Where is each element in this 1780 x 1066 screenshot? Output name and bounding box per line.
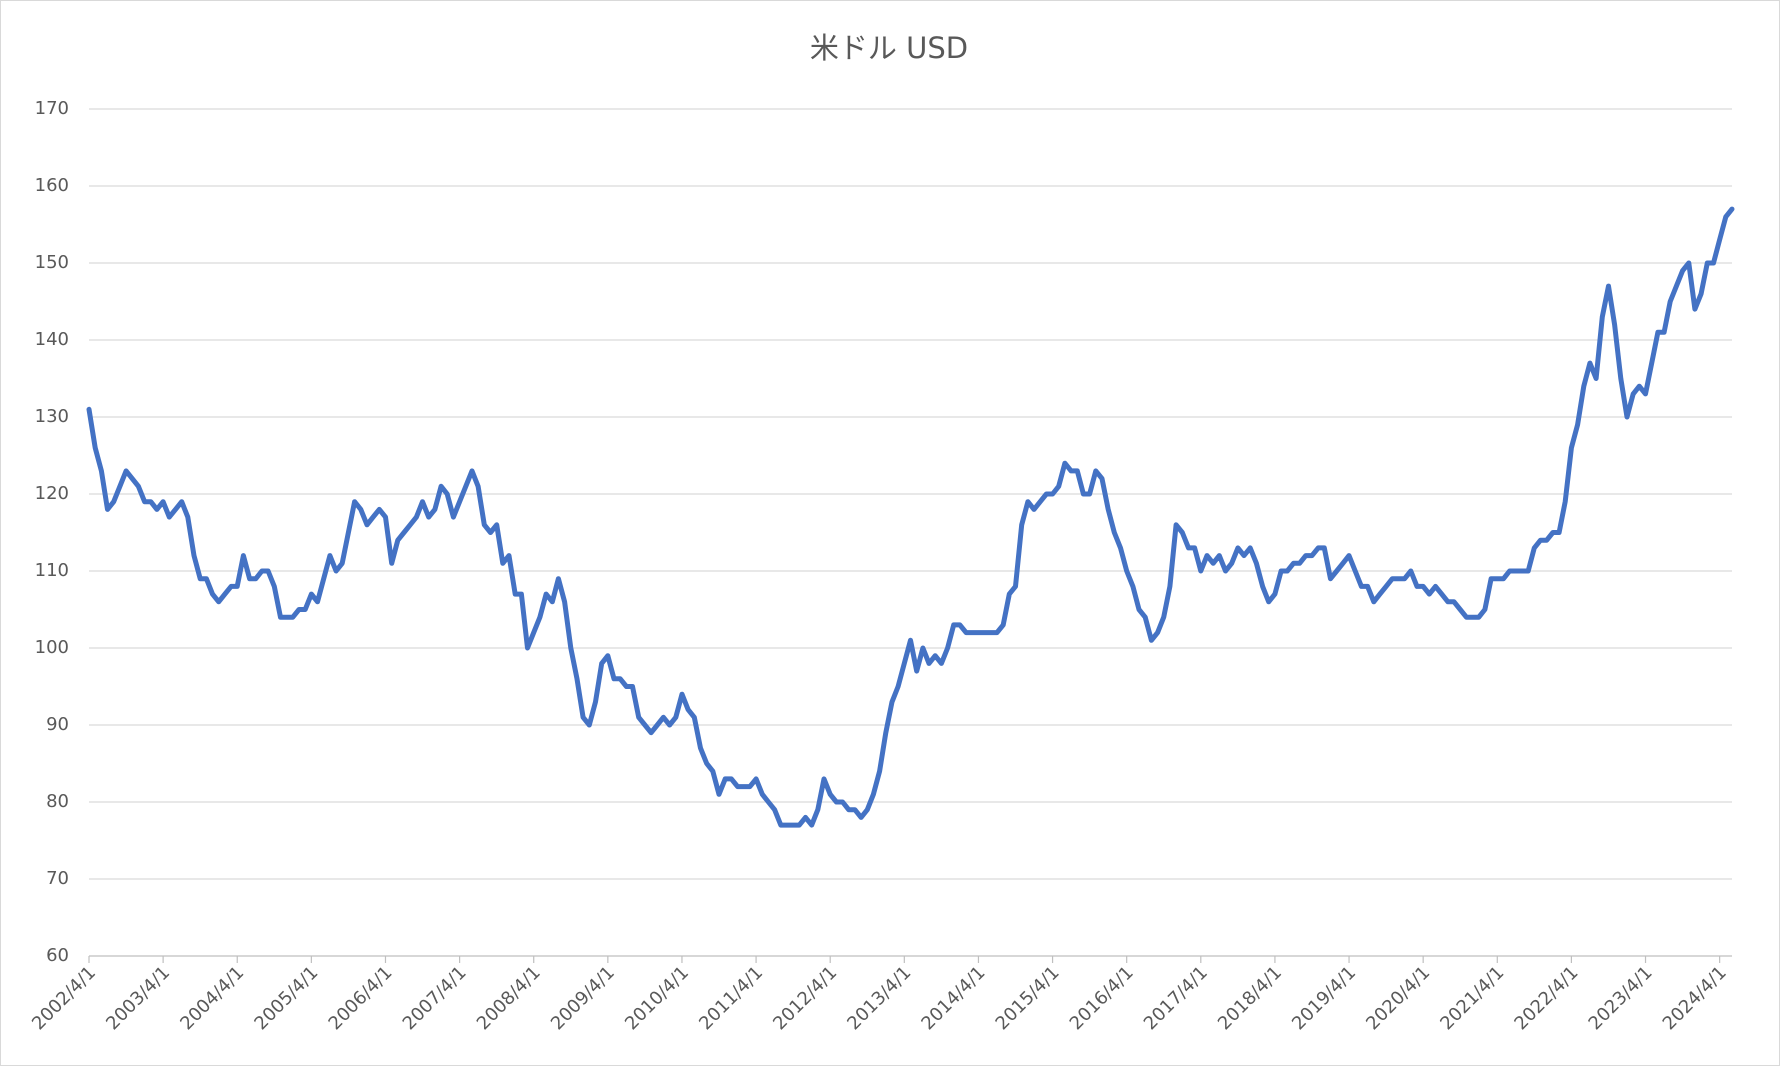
y-tick-label: 130: [35, 406, 69, 427]
y-tick-label: 160: [35, 175, 69, 196]
y-tick-label: 60: [46, 945, 69, 966]
y-tick-label: 70: [46, 868, 69, 889]
y-tick-label: 90: [46, 714, 69, 735]
y-tick-label: 140: [35, 329, 69, 350]
y-tick-label: 170: [35, 98, 69, 119]
y-tick-label: 150: [35, 252, 69, 273]
y-tick-label: 120: [35, 483, 69, 504]
data-line: [86, 206, 1735, 828]
chart-title: 米ドル USD: [810, 31, 968, 65]
y-tick-label: 100: [35, 637, 69, 658]
y-tick-label: 80: [46, 791, 69, 812]
y-tick-label: 110: [35, 560, 69, 581]
